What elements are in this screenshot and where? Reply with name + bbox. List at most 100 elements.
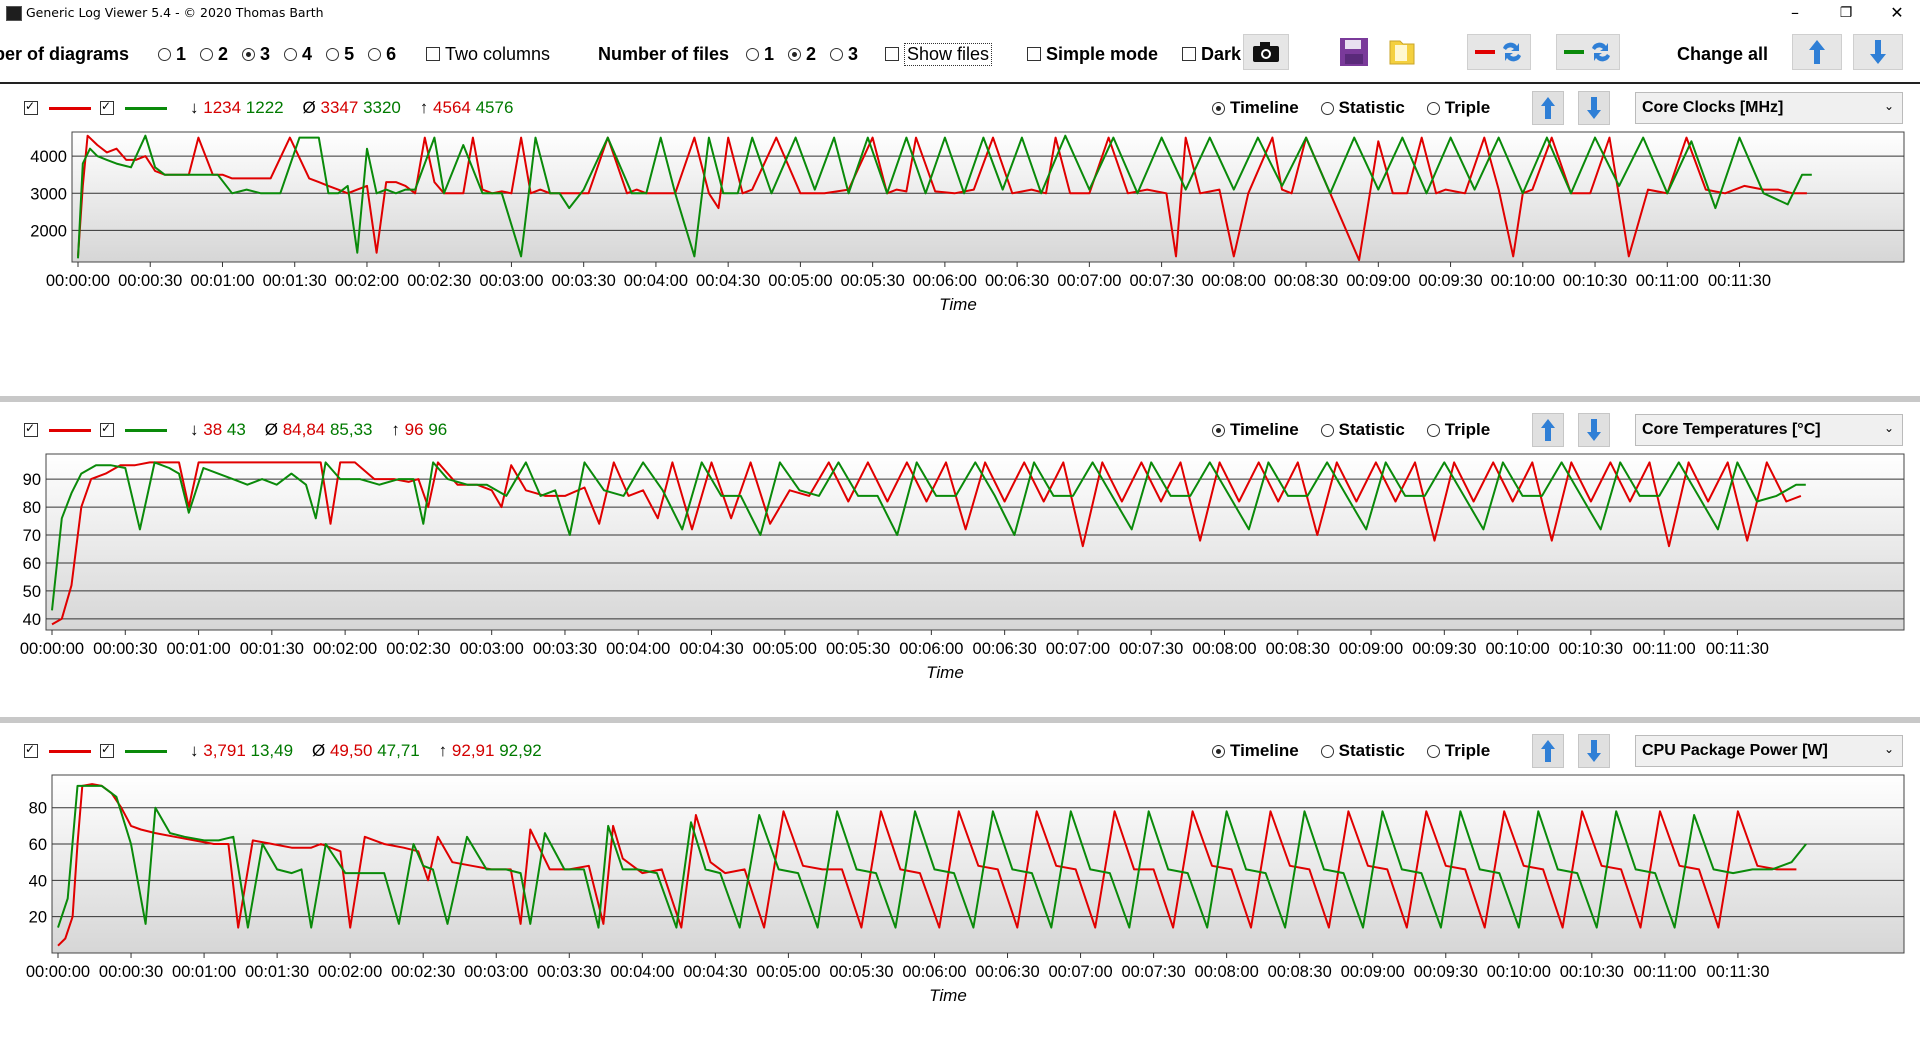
red-swap-icon	[1475, 42, 1521, 62]
diagram-option-1[interactable]: 1	[158, 44, 186, 65]
avg-red-value: 3347	[320, 98, 359, 117]
move-panel-up-button[interactable]	[1532, 91, 1564, 125]
red-series-line	[57, 783, 1797, 947]
timeline-chart[interactable]: 2000 3000 4000 00:00:00 00:00:30 00:01:00 00:0…	[0, 124, 1920, 354]
move-panel-down-button[interactable]	[1578, 91, 1610, 125]
arrow-down-icon	[1587, 97, 1601, 119]
mode-triple[interactable]: Triple	[1426, 420, 1490, 440]
swap-red-button[interactable]	[1467, 34, 1531, 70]
x-tick-label: 00:00:00	[20, 640, 84, 658]
avg-green-value: 47,71	[377, 741, 420, 760]
file-option-1[interactable]: 1	[746, 44, 774, 65]
green-series-line	[51, 461, 1806, 611]
minimize-button[interactable]: –	[1791, 3, 1799, 22]
min-red-value: 38	[203, 420, 223, 439]
restore-button[interactable]: ❐	[1839, 5, 1853, 21]
y-tick-label: 80	[29, 800, 47, 818]
diagram-option-2[interactable]: 2	[200, 44, 228, 65]
mode-timeline[interactable]: Timeline	[1212, 741, 1299, 761]
mode-radio-group: Timeline Statistic Triple	[1212, 84, 1504, 132]
swap-green-button[interactable]	[1556, 34, 1620, 70]
x-tick-label: 00:06:00	[913, 272, 977, 290]
min-arrow: ↓	[190, 98, 199, 117]
close-button[interactable]: ✕	[1890, 3, 1904, 22]
x-axis-label: Time	[926, 663, 964, 682]
move-up-all-button[interactable]	[1792, 34, 1842, 70]
arrow-up-icon	[1541, 740, 1555, 762]
move-panel-up-button[interactable]	[1532, 413, 1564, 447]
move-panel-up-button[interactable]	[1532, 734, 1564, 768]
x-tick-label: 00:10:00	[1485, 640, 1549, 658]
green-legend-line	[125, 428, 167, 432]
open-folder-button[interactable]	[1384, 34, 1420, 70]
radio-icon	[1320, 423, 1334, 437]
file-option-3[interactable]: 3	[830, 44, 858, 65]
green-series-toggle[interactable]	[100, 727, 167, 775]
panel-header: ↓ 38 43 Ø 84,84 85,33 ↑ 96 96 Timeline S…	[0, 406, 1920, 454]
x-tick-label: 00:04:30	[696, 272, 760, 290]
metric-select[interactable]: CPU Package Power [W] ⌄	[1635, 735, 1903, 767]
red-series-toggle[interactable]	[24, 84, 91, 132]
simple-mode-checkbox[interactable]: Simple mode	[1027, 26, 1158, 82]
x-tick-label: 00:05:00	[753, 640, 817, 658]
change-all-label: Change all	[1677, 43, 1769, 64]
mode-radio-group: Timeline Statistic Triple	[1212, 406, 1504, 454]
mode-triple[interactable]: Triple	[1426, 98, 1490, 118]
x-tick-label: 00:06:00	[902, 963, 966, 981]
y-tick-label: 40	[29, 872, 47, 890]
save-button[interactable]	[1336, 34, 1372, 70]
max-green-value: 4576	[475, 98, 514, 117]
x-tick-label: 00:11:00	[1633, 640, 1696, 658]
timeline-chart[interactable]: 20 40 60 80 00:00:00 00:00:30 00:01:00 00:01:30…	[0, 767, 1920, 1017]
max-red-value: 92,91	[451, 741, 495, 760]
mode-triple[interactable]: Triple	[1426, 741, 1490, 761]
green-series-toggle[interactable]	[100, 84, 167, 132]
red-series-toggle[interactable]	[24, 406, 91, 454]
move-down-all-button[interactable]	[1853, 34, 1903, 70]
x-tick-label: 00:07:30	[1129, 272, 1193, 290]
x-tick-label: 00:06:30	[975, 963, 1039, 981]
checkbox-checked-icon	[24, 421, 38, 437]
mode-statistic[interactable]: Statistic	[1320, 741, 1405, 761]
mode-timeline[interactable]: Timeline	[1212, 420, 1299, 440]
show-files-checkbox[interactable]: Show files	[885, 26, 993, 82]
max-red-value: 96	[404, 420, 424, 439]
x-tick-label: 00:04:30	[679, 640, 743, 658]
move-panel-down-button[interactable]	[1578, 734, 1610, 768]
x-tick-label: 00:01:30	[240, 640, 304, 658]
diagram-option-6[interactable]: 6	[368, 44, 396, 65]
diagram-option-5[interactable]: 5	[326, 44, 354, 65]
red-series-toggle[interactable]	[24, 727, 91, 775]
panel-header: ↓ 3,791 13,49 Ø 49,50 47,71 ↑ 92,91 92,9…	[0, 727, 1920, 775]
screenshot-button[interactable]	[1243, 34, 1289, 70]
metric-select[interactable]: Core Clocks [MHz] ⌄	[1635, 92, 1903, 124]
camera-icon	[1253, 42, 1279, 62]
mode-timeline[interactable]: Timeline	[1212, 98, 1299, 118]
x-tick-label: 00:07:00	[1046, 640, 1110, 658]
dark-checkbox[interactable]: Dark	[1182, 26, 1241, 82]
stats-readout: ↓ 3,791 13,49 Ø 49,50 47,71 ↑ 92,91 92,9…	[190, 727, 542, 775]
mode-statistic[interactable]: Statistic	[1320, 98, 1405, 118]
two-columns-checkbox[interactable]: Two columns	[426, 26, 550, 82]
diagram-option-3[interactable]: 3	[242, 44, 270, 65]
num-diagrams-label: Number of diagrams	[0, 43, 130, 64]
file-option-2[interactable]: 2	[788, 44, 816, 65]
toolbar: Number of diagrams 1 2 3 4 5 6 Two colum…	[0, 26, 1920, 84]
radio-icon	[158, 47, 171, 61]
arrow-down-icon	[1587, 419, 1601, 441]
arrow-up-icon	[1541, 97, 1555, 119]
x-tick-label: 00:05:00	[756, 963, 820, 981]
max-green-value: 96	[428, 420, 448, 439]
red-series-line	[77, 134, 1807, 262]
red-legend-line	[49, 428, 91, 432]
metric-select[interactable]: Core Temperatures [°C] ⌄	[1635, 414, 1903, 446]
x-tick-label: 00:10:00	[1487, 963, 1551, 981]
move-panel-down-button[interactable]	[1578, 413, 1610, 447]
green-series-toggle[interactable]	[100, 406, 167, 454]
mode-statistic[interactable]: Statistic	[1320, 420, 1405, 440]
checkbox-checked-icon	[100, 421, 114, 437]
checkbox-checked-icon	[24, 742, 38, 758]
diagram-option-4[interactable]: 4	[284, 44, 312, 65]
timeline-chart[interactable]: 40 50 60 70 80 90 00:00:00 00:00:30 00:01:00 00:0…	[0, 446, 1920, 686]
y-tick-label: 4000	[30, 148, 67, 166]
